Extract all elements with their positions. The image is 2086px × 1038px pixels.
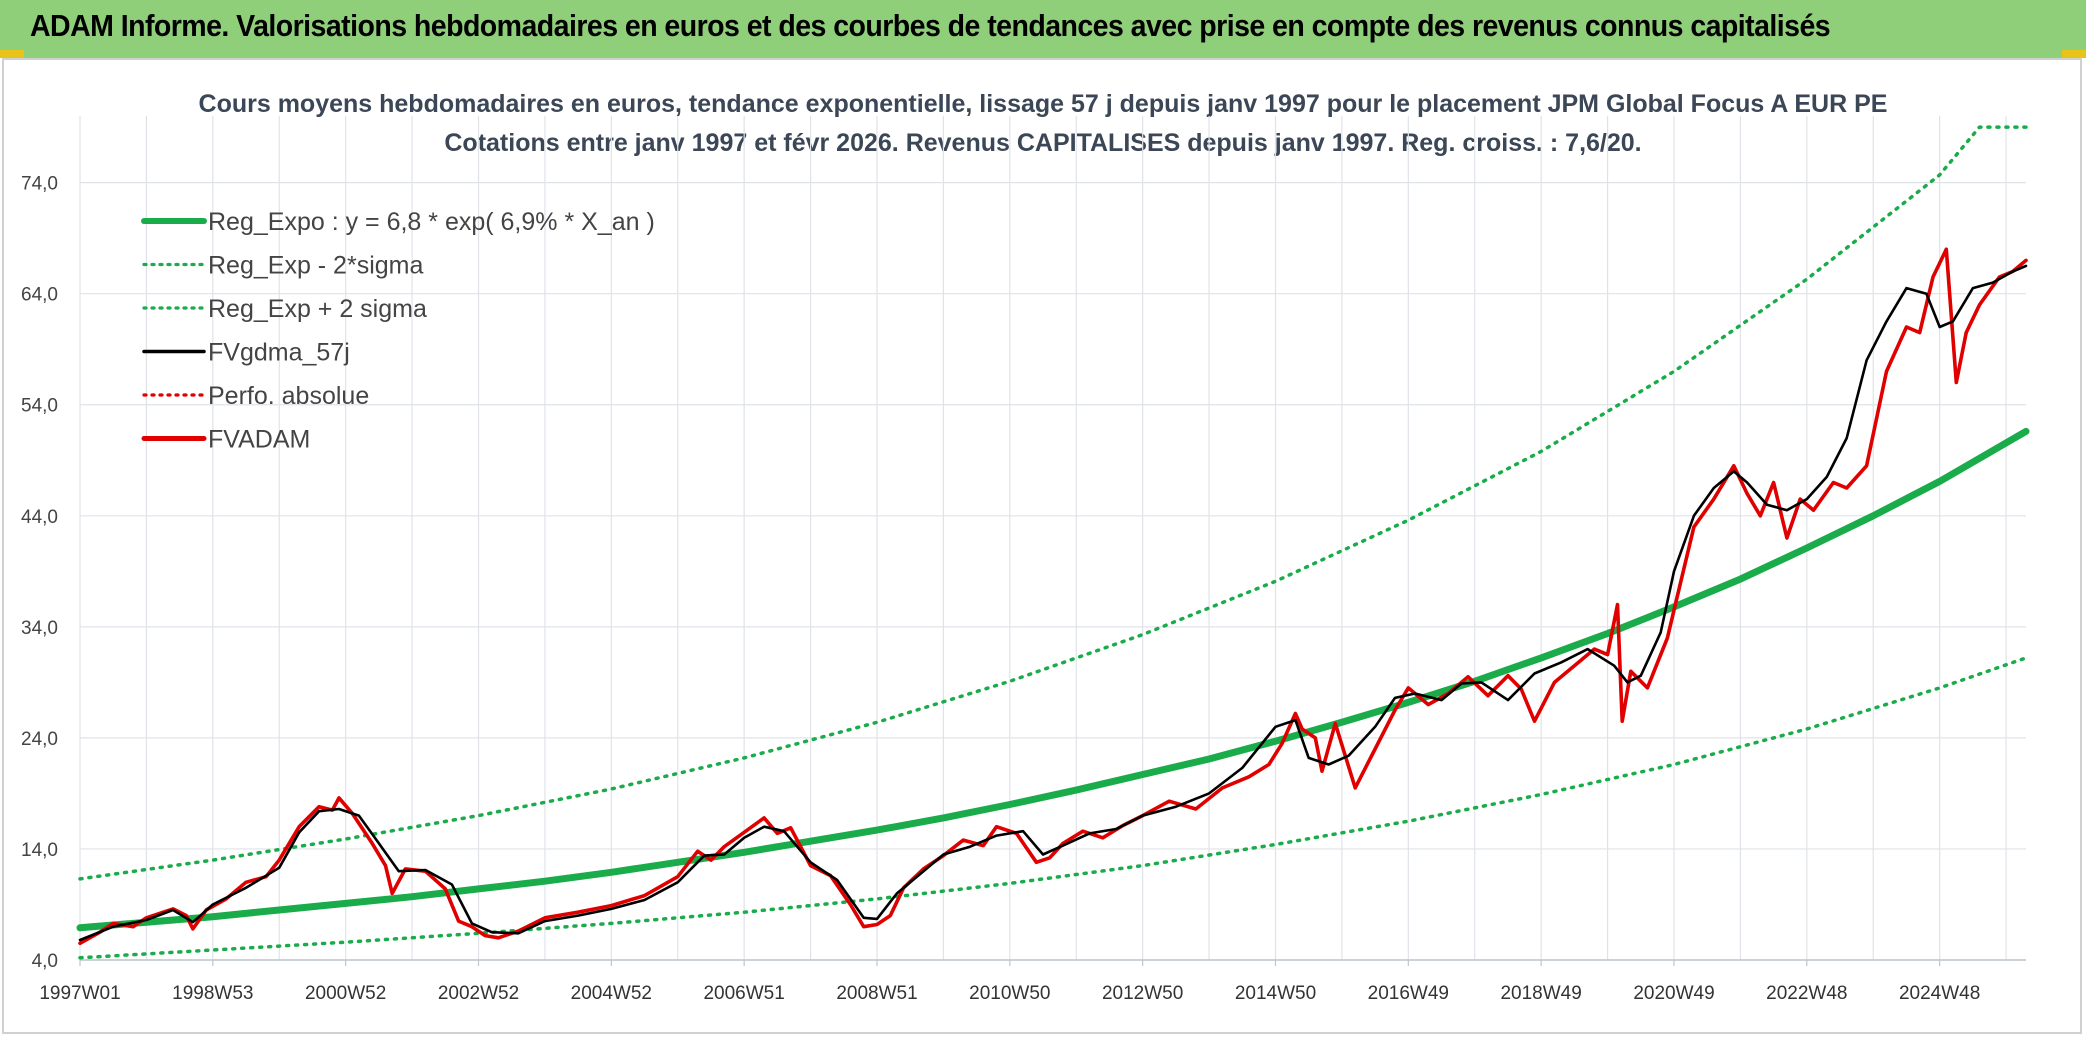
series-reg-exp-plus-2sigma <box>78 125 2028 881</box>
x-tick-label: 2008W51 <box>836 983 917 1004</box>
legend-item-fvadam: FVADAM <box>141 426 310 454</box>
legend: Reg_Expo : y = 6,8 * exp( 6,9% * X_an ) R… <box>141 208 655 454</box>
x-tick-label: 2000W52 <box>305 983 386 1004</box>
x-tick-label: 2006W51 <box>703 983 784 1004</box>
legend-item-perfo-absolue: Perfo. absolue <box>142 382 369 410</box>
chart-border <box>2 58 2082 1034</box>
chart-title-line-1: Cours moyens hebdomadaires en euros, ten… <box>199 90 1888 118</box>
y-tick-label: 64,0 <box>21 285 58 306</box>
chart-title-line-2: Cotations entre janv 1997 et févr 2026. … <box>444 129 1641 157</box>
y-tick-label: 14,0 <box>21 840 58 861</box>
x-tick-label: 2002W52 <box>438 983 519 1004</box>
legend-item-reg-expo: Reg_Expo : y = 6,8 * exp( 6,9% * X_an ) <box>141 208 655 236</box>
series-reg-exp-minus-2sigma <box>78 656 2028 960</box>
series-fvadam <box>78 247 2028 946</box>
series-lines <box>76 125 2030 960</box>
x-axis-ticks: 1997W01 1998W53 2000W52 2002W52 2004W52 2006W… <box>39 960 1980 1004</box>
legend-label: Reg_Expo : y = 6,8 * exp( 6,9% * X_an ) <box>208 208 655 236</box>
legend-label: FVADAM <box>208 426 310 454</box>
x-tick-label: 2010W50 <box>969 983 1050 1004</box>
x-tick-label: 2004W52 <box>571 983 652 1004</box>
legend-label: FVgdma_57j <box>208 339 350 367</box>
report-title: ADAM Informe. Valorisations hebdomadaire… <box>30 8 1831 43</box>
x-tick-label: 2024W48 <box>1899 983 1980 1004</box>
y-tick-label: 34,0 <box>21 618 58 639</box>
legend-item-reg-exp-plus: Reg_Exp + 2 sigma <box>142 295 427 323</box>
y-axis-ticks: 4,0 14,0 24,0 34,0 44,0 54,0 64,0 74,0 <box>21 174 58 972</box>
x-tick-label: 2018W49 <box>1500 983 1581 1004</box>
y-tick-label: 44,0 <box>21 507 58 528</box>
legend-label: Reg_Exp + 2 sigma <box>208 295 427 323</box>
x-tick-label: 2014W50 <box>1235 983 1316 1004</box>
banner-accent-left <box>0 50 24 58</box>
x-tick-label: 1998W53 <box>172 983 253 1004</box>
gridlines <box>79 116 2026 961</box>
x-tick-label: 1997W01 <box>39 983 120 1004</box>
series-reg-expo <box>76 427 2030 932</box>
y-tick-label: 24,0 <box>21 729 58 750</box>
y-tick-label: 4,0 <box>32 951 58 972</box>
y-tick-label: 54,0 <box>21 396 58 417</box>
legend-label: Reg_Exp - 2*sigma <box>208 252 423 280</box>
y-tick-label: 74,0 <box>21 174 58 195</box>
legend-label: Perfo. absolue <box>208 382 369 410</box>
report-banner: ADAM Informe. Valorisations hebdomadaire… <box>0 0 2086 58</box>
legend-item-reg-exp-minus: Reg_Exp - 2*sigma <box>142 252 423 280</box>
x-tick-label: 2012W50 <box>1102 983 1183 1004</box>
legend-item-fvgdma: FVgdma_57j <box>142 339 350 367</box>
x-tick-label: 2020W49 <box>1633 983 1714 1004</box>
banner-accent-right <box>2062 50 2086 58</box>
series-fvgdma-57j <box>78 264 2028 942</box>
x-tick-label: 2022W48 <box>1766 983 1847 1004</box>
x-tick-label: 2016W49 <box>1368 983 1449 1004</box>
